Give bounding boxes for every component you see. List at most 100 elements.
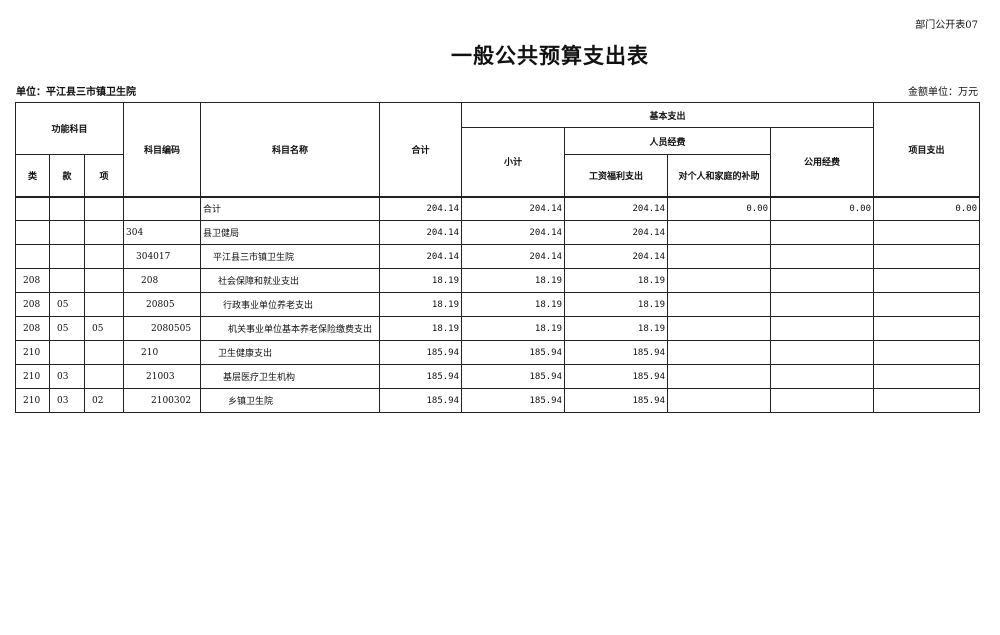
cell-total: 185.94	[379, 388, 462, 413]
cell-kuan	[49, 340, 85, 365]
cell-subsidy	[667, 388, 771, 413]
unit-label: 单位：平江县三市镇卫生院	[16, 87, 136, 98]
cell-name: 合计	[200, 196, 380, 221]
cell-kuan	[49, 220, 85, 245]
cell-kuan: 03	[49, 388, 85, 413]
header-subsidy: 对个人和家庭的补助	[667, 154, 771, 198]
table-row: 208 05 20805 行政事业单位养老支出 18.19 18.19 18.19	[15, 292, 981, 317]
cell-lei: 208	[15, 316, 50, 341]
cell-subsidy	[667, 316, 771, 341]
cell-name: 机关事业单位基本养老保险缴费支出	[200, 316, 380, 341]
cell-salary: 204.14	[564, 220, 668, 245]
header-project: 项目支出	[873, 102, 981, 198]
cell-kuan: 05	[49, 316, 85, 341]
cell-salary: 185.94	[564, 364, 668, 389]
cell-public	[769, 292, 875, 317]
cell-subtotal: 18.19	[461, 292, 565, 317]
cell-code: 208	[123, 268, 201, 293]
cell-public	[769, 244, 875, 269]
form-number: 部门公开表07	[915, 20, 978, 31]
cell-subtotal: 18.19	[461, 316, 565, 341]
cell-subtotal: 185.94	[461, 364, 565, 389]
cell-subsidy	[667, 340, 771, 365]
cell-lei	[15, 220, 50, 245]
cell-name: 行政事业单位养老支出	[200, 292, 380, 317]
cell-xiang: 05	[84, 316, 124, 341]
cell-public	[769, 268, 875, 293]
cell-code: 2080505	[123, 316, 201, 341]
cell-xiang	[84, 340, 124, 365]
cell-project: 0.00	[873, 196, 981, 221]
cell-total: 185.94	[379, 340, 462, 365]
cell-kuan	[49, 268, 85, 293]
cell-subtotal: 185.94	[461, 388, 565, 413]
cell-salary: 185.94	[564, 388, 668, 413]
cell-subtotal: 204.14	[461, 244, 565, 269]
cell-code: 304017	[123, 244, 201, 269]
cell-public: 0.00	[769, 196, 875, 221]
header-func-subject: 功能科目	[15, 102, 124, 155]
cell-kuan	[49, 244, 85, 269]
table-row: 208 208 社会保障和就业支出 18.19 18.19 18.19	[15, 268, 981, 293]
cell-kuan	[49, 196, 85, 221]
cell-lei	[15, 196, 50, 221]
table-row: 304 县卫健局 204.14 204.14 204.14	[15, 220, 981, 245]
cell-salary: 18.19	[564, 316, 668, 341]
cell-public	[769, 364, 875, 389]
cell-subsidy	[667, 220, 771, 245]
cell-salary: 204.14	[564, 196, 668, 221]
cell-lei	[15, 244, 50, 269]
cell-lei: 208	[15, 268, 50, 293]
cell-total: 18.19	[379, 316, 462, 341]
table-row: 210 03 21003 基层医疗卫生机构 185.94 185.94 185.94	[15, 364, 981, 389]
cell-total: 204.14	[379, 220, 462, 245]
cell-code: 210	[123, 340, 201, 365]
cell-lei: 210	[15, 388, 50, 413]
cell-name: 乡镇卫生院	[200, 388, 380, 413]
cell-subsidy: 0.00	[667, 196, 771, 221]
cell-subtotal: 204.14	[461, 220, 565, 245]
cell-total: 185.94	[379, 364, 462, 389]
cell-code: 304	[123, 220, 201, 245]
cell-name: 卫生健康支出	[200, 340, 380, 365]
table-row: 208 05 05 2080505 机关事业单位基本养老保险缴费支出 18.19 18.19…	[15, 316, 981, 341]
cell-subtotal: 18.19	[461, 268, 565, 293]
header-salary: 工资福利支出	[564, 154, 668, 198]
header-lei: 类	[15, 154, 50, 198]
cell-lei: 210	[15, 340, 50, 365]
cell-xiang	[84, 292, 124, 317]
cell-public	[769, 388, 875, 413]
cell-project	[873, 388, 981, 413]
cell-subsidy	[667, 292, 771, 317]
cell-salary: 185.94	[564, 340, 668, 365]
cell-xiang: 02	[84, 388, 124, 413]
cell-xiang	[84, 220, 124, 245]
header-subtotal: 小计	[461, 127, 565, 198]
cell-salary: 18.19	[564, 292, 668, 317]
cell-name: 社会保障和就业支出	[200, 268, 380, 293]
header-basic: 基本支出	[460, 102, 875, 128]
cell-subsidy	[667, 244, 771, 269]
cell-name: 平江县三市镇卫生院	[200, 244, 380, 269]
table-row: 304017 平江县三市镇卫生院 204.14 204.14 204.14	[15, 244, 981, 269]
header-public: 公用经费	[769, 127, 875, 198]
cell-kuan: 05	[49, 292, 85, 317]
header-total: 合计	[379, 102, 462, 198]
header-personnel: 人员经费	[564, 127, 771, 155]
header-xiang: 项	[84, 154, 124, 198]
cell-subtotal: 204.14	[461, 196, 565, 221]
cell-salary: 18.19	[564, 268, 668, 293]
cell-project	[873, 364, 981, 389]
cell-xiang	[84, 196, 124, 221]
cell-xiang	[84, 268, 124, 293]
cell-code	[123, 196, 201, 221]
cell-lei: 208	[15, 292, 50, 317]
table-row: 合计 204.14 204.14 204.14 0.00 0.00 0.00	[15, 196, 981, 221]
cell-project	[873, 268, 981, 293]
cell-total: 18.19	[379, 268, 462, 293]
header-name: 科目名称	[200, 102, 380, 198]
cell-xiang	[84, 364, 124, 389]
table-row: 210 210 卫生健康支出 185.94 185.94 185.94	[15, 340, 981, 365]
cell-name: 基层医疗卫生机构	[200, 364, 380, 389]
cell-project	[873, 292, 981, 317]
